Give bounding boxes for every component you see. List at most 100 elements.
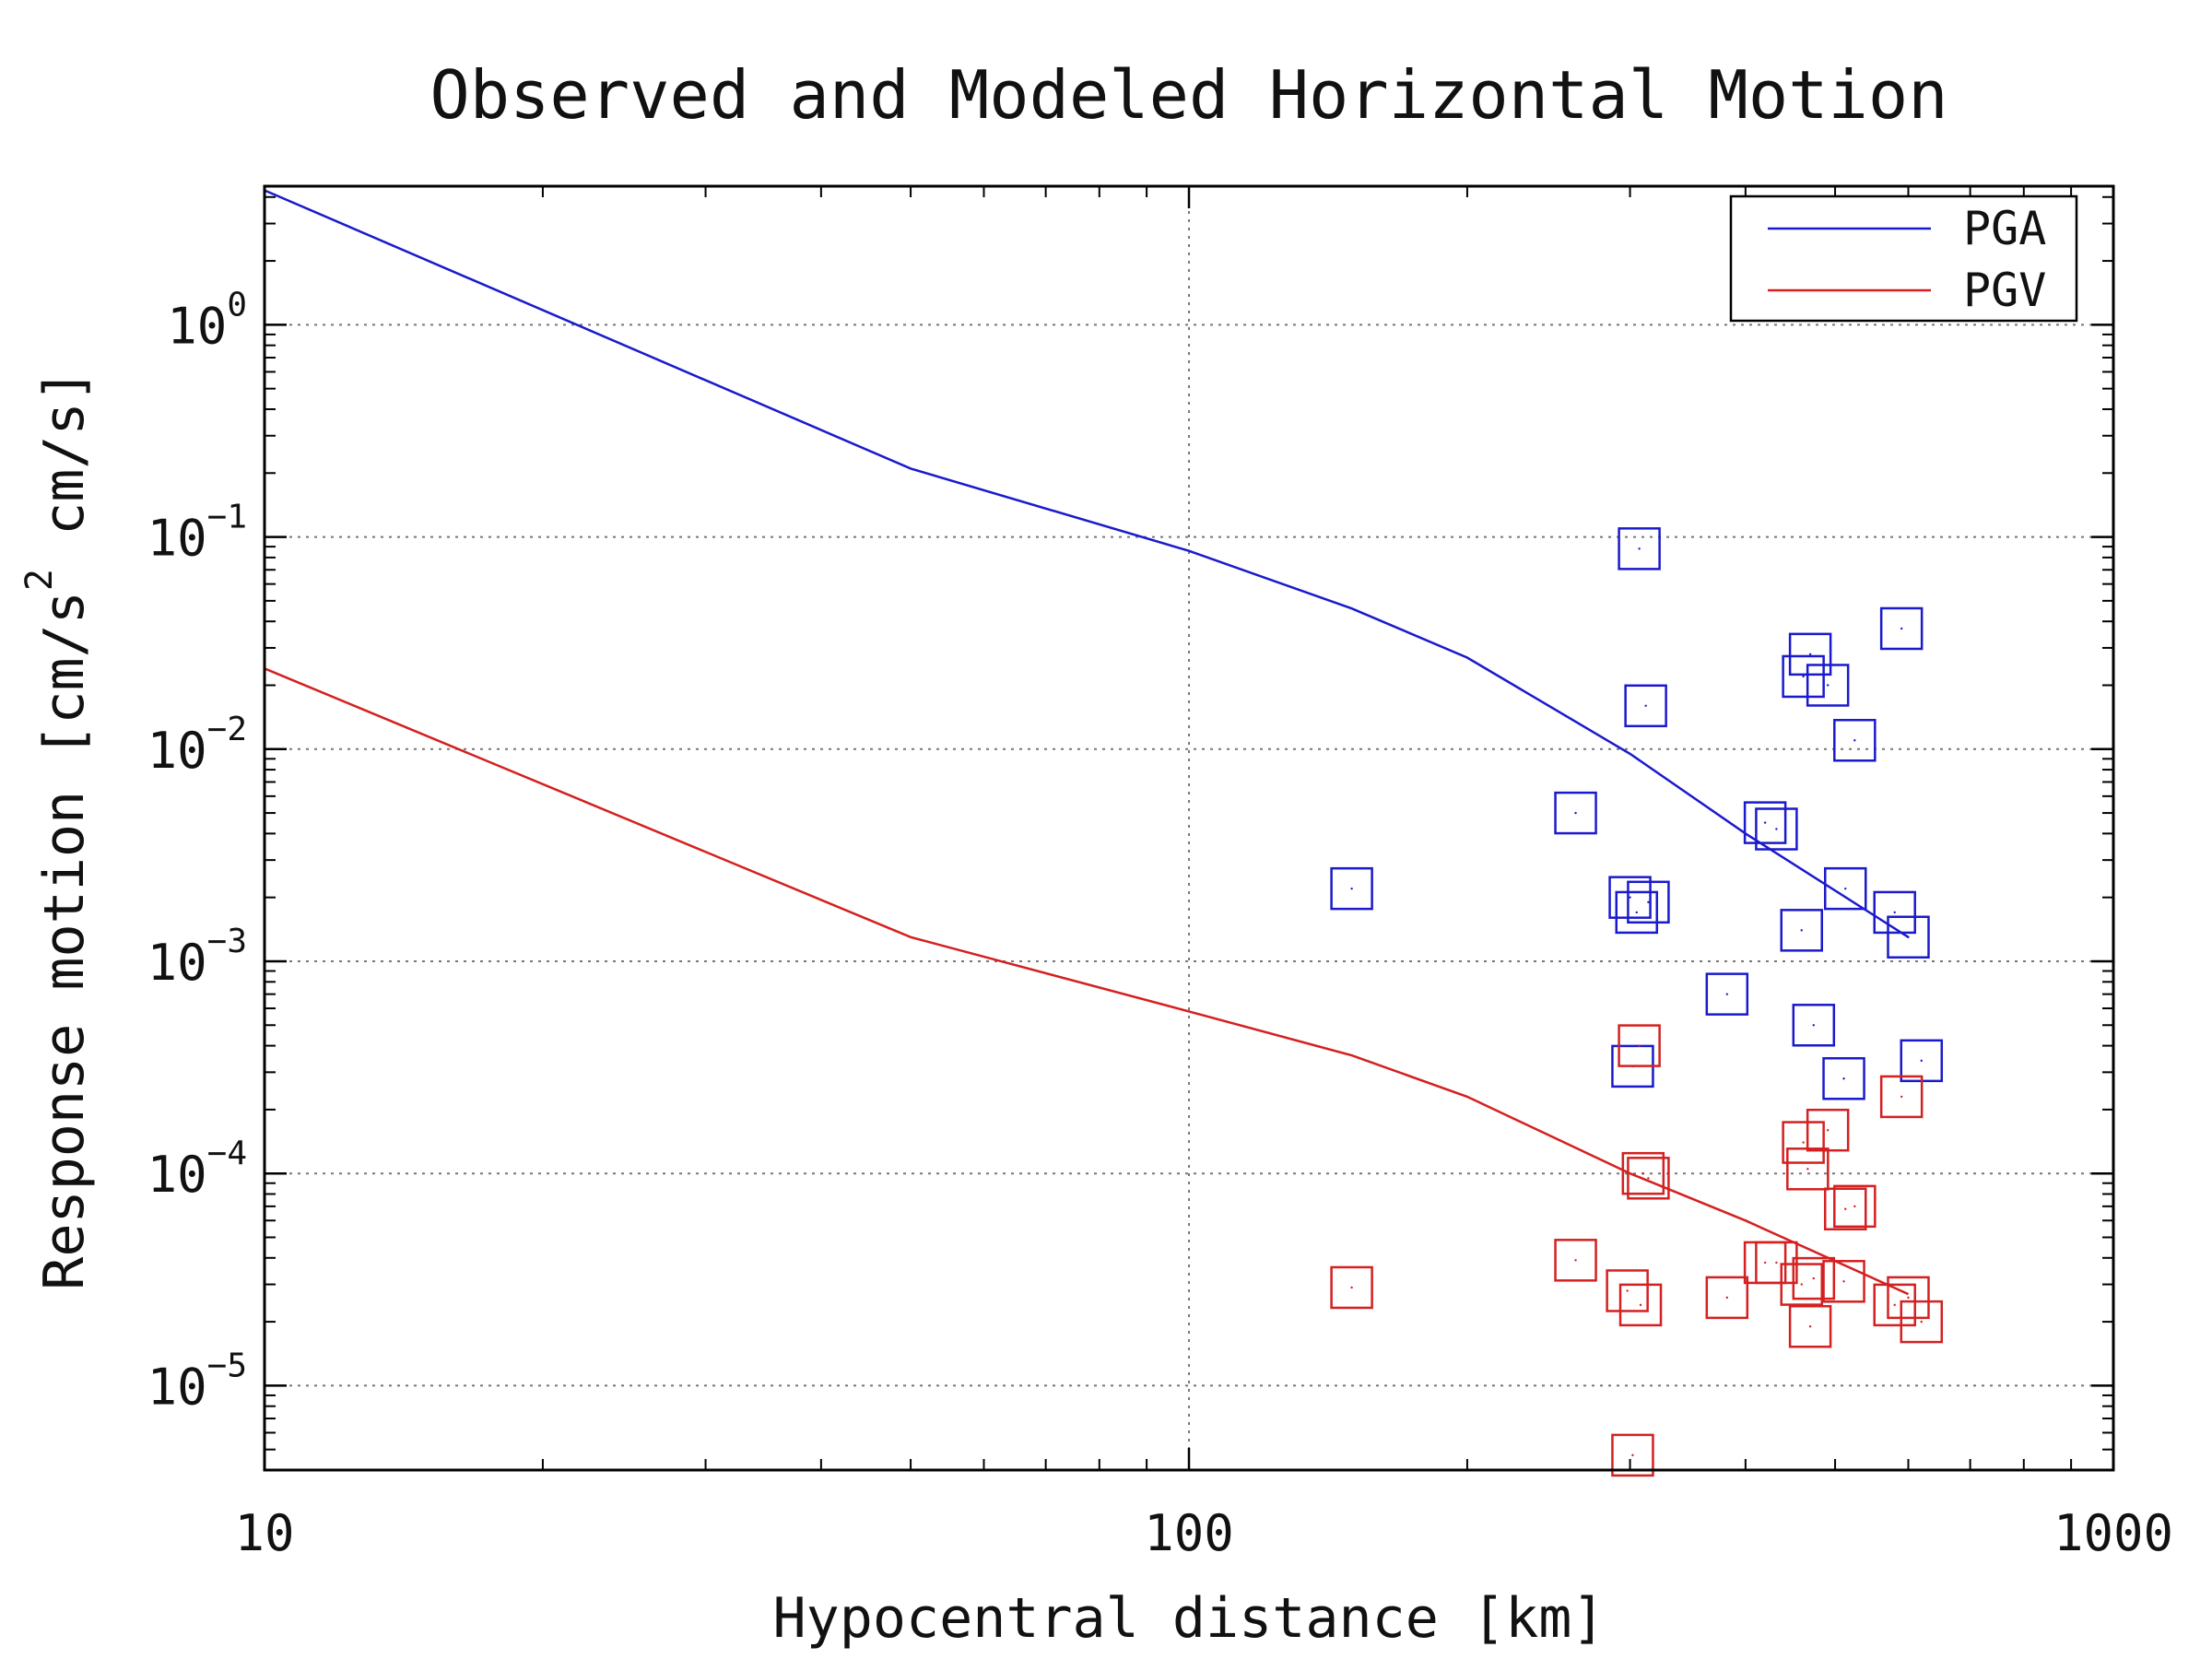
minor-ticks [265,186,2113,1470]
marker-dot-pgv [1900,1095,1903,1099]
marker-pgv [1822,1260,1865,1303]
y-tick-label: 100 [167,286,247,355]
y-axis-label-part-2: cm/s] [32,369,97,569]
marker-pgv [1823,1187,1867,1230]
y-tick-label: 10−3 [147,923,247,992]
marker-pga [1755,807,1798,851]
marker-dot-pga [1647,900,1650,904]
marker-dot-pgv [1812,1277,1816,1280]
marker-dot-pga [1826,684,1830,687]
marker-pgv [1792,1256,1836,1300]
marker-pga [1822,1057,1865,1100]
marker-dot-pga [1638,547,1641,550]
svg-text:Response motion [cm/s2 cm/s]: Response motion [cm/s2 cm/s] [18,369,97,1289]
marker-dot-pgv [1647,1177,1650,1180]
marker-dot-pga [1893,911,1896,914]
marker-pga [1873,890,1916,935]
marker-dot-pga [1920,1059,1923,1063]
marker-pga [1618,527,1661,571]
marker-pgv [1618,1283,1663,1327]
marker-dot-pgv [1826,1128,1830,1132]
marker-dot-pgv [1802,1141,1805,1144]
x-ticks: 10 100 1000 [234,186,2173,1562]
legend-label-pgv: PGV [1963,264,2046,317]
marker-dot-pga [1574,811,1577,815]
marker-dot-pgv [1808,1325,1812,1328]
y-axis-label-exponent: 2 [18,569,61,591]
marker-pgv [1833,1184,1877,1229]
grid [265,186,2113,1470]
marker-layer [1330,527,1944,1477]
marker-pga [1780,909,1823,952]
marker-dot-pga [1629,896,1631,899]
marker-pgv [1755,1241,1798,1285]
marker-dot-pga [1800,929,1803,932]
marker-pgv [1782,1121,1825,1164]
marker-dot-pgv [1842,1280,1845,1283]
marker-pgv [1330,1265,1373,1310]
marker-pgv [1554,1239,1597,1282]
marker-dot-pga [1763,821,1767,824]
y-tick-label: 10−1 [147,499,247,568]
marker-pgv [1618,1024,1661,1067]
marker-dot-pgv [1763,1261,1767,1265]
y-tick-label: 10−2 [147,711,247,780]
marker-pgv [1879,1075,1924,1119]
x-tick-label: 10 [234,1504,294,1562]
series-line-pga [264,189,1910,938]
marker-pgv [1806,1108,1850,1152]
marker-pgv [1611,1433,1654,1477]
marker-dot-pga [1635,911,1638,914]
marker-dot-pgv [1641,1171,1645,1175]
marker-dot-pgv [1806,1168,1809,1171]
marker-dot-pga [1644,704,1647,707]
marker-pga [1330,866,1373,911]
marker-dot-pga [1842,1077,1845,1080]
marker-dot-pgv [1907,1296,1910,1300]
marker-pga [1833,719,1877,762]
marker-dot-pgv [1350,1286,1353,1289]
marker-dot-pgv [1574,1259,1577,1262]
marker-dot-pgv [1893,1303,1896,1307]
marker-pgv [1900,1300,1944,1344]
marker-dot-pgv [1853,1205,1856,1208]
series-layer [264,189,1910,1296]
marker-dot-pgv [1920,1320,1923,1324]
marker-pga [1788,632,1832,677]
y-tick-label: 10−4 [147,1135,247,1204]
marker-pga [1627,880,1670,924]
x-tick-label: 100 [1144,1504,1234,1562]
marker-pga [1743,801,1787,844]
marker-pga [1823,866,1867,911]
y-axis-label: Response motion [cm/s2 cm/s] [18,369,97,1289]
marker-pga [1879,606,1924,651]
marker-pga [1792,1004,1836,1047]
legend-label-pga: PGA [1963,202,2046,255]
marker-dot-pga [1900,627,1903,630]
marker-dot-pga [1844,887,1847,890]
marker-dot-pgv [1639,1303,1642,1307]
marker-pga [1608,876,1652,919]
marker-pgv [1873,1283,1916,1327]
y-axis-label-part-1: Response motion [cm/s [32,591,97,1290]
legend-box [1729,194,2078,323]
marker-pga [1782,654,1825,699]
marker-dot-pga [1853,739,1856,742]
marker-dot-pgv [1631,1453,1634,1457]
marker-pgv [1788,1304,1832,1348]
marker-dot-pga [1725,993,1729,995]
marker-pgv [1887,1276,1930,1320]
marker-dot-pgv [1638,1044,1641,1047]
marker-dot-pgv [1844,1207,1847,1210]
legend: PGA PGV [1729,194,2078,323]
marker-dot-pga [1808,653,1812,656]
y-tick-label: 10−5 [147,1347,247,1416]
marker-pga [1624,684,1667,728]
marker-dot-pgv [1800,1283,1803,1286]
marker-pga [1806,664,1850,707]
marker-dot-pgv [1626,1289,1629,1292]
series-line-pgv [264,667,1910,1296]
marker-pgv [1621,1151,1665,1195]
marker-pgv [1705,1276,1749,1320]
